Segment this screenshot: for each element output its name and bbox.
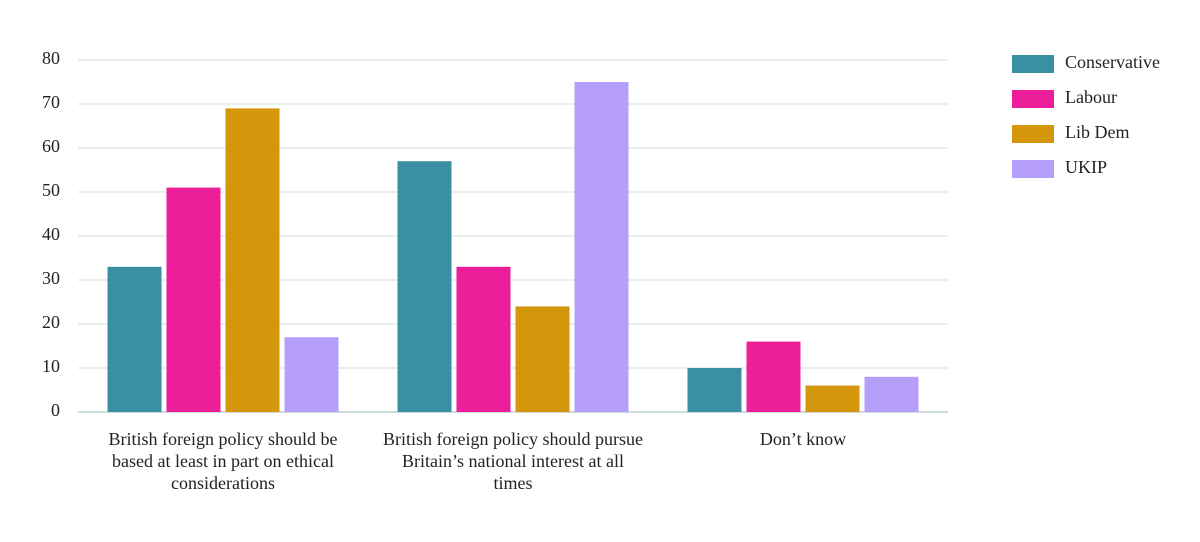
y-tick-label: 70: [42, 92, 60, 112]
y-tick-label: 0: [51, 400, 60, 420]
legend-label: Lib Dem: [1065, 122, 1130, 142]
bar: [687, 368, 742, 412]
y-tick-label: 40: [42, 224, 60, 244]
y-tick-label: 10: [42, 356, 60, 376]
x-tick-label: British foreign policy should be based a…: [108, 429, 338, 493]
bar: [864, 376, 919, 412]
legend-swatch: [1012, 125, 1054, 143]
y-tick-label: 50: [42, 180, 60, 200]
bar: [574, 82, 629, 412]
x-tick-label: Don’t know: [759, 429, 847, 449]
legend-label: Labour: [1065, 87, 1117, 107]
bar: [746, 341, 801, 412]
bar: [225, 108, 280, 413]
y-tick-label: 20: [42, 312, 60, 332]
bar: [456, 266, 511, 412]
legend-label: Conservative: [1065, 52, 1160, 72]
legend-swatch: [1012, 55, 1054, 73]
bar: [284, 337, 339, 412]
legend-swatch: [1012, 160, 1054, 178]
bar: [515, 306, 570, 412]
bar: [397, 161, 452, 412]
bar: [166, 187, 221, 412]
bar: [805, 385, 860, 412]
legend-swatch: [1012, 90, 1054, 108]
legend-label: UKIP: [1065, 157, 1107, 177]
y-tick-label: 60: [42, 136, 60, 156]
x-tick-label: British foreign policy should pursue Bri…: [383, 429, 643, 493]
y-tick-label: 30: [42, 268, 60, 288]
y-tick-label: 80: [42, 48, 60, 68]
bar: [107, 266, 162, 412]
